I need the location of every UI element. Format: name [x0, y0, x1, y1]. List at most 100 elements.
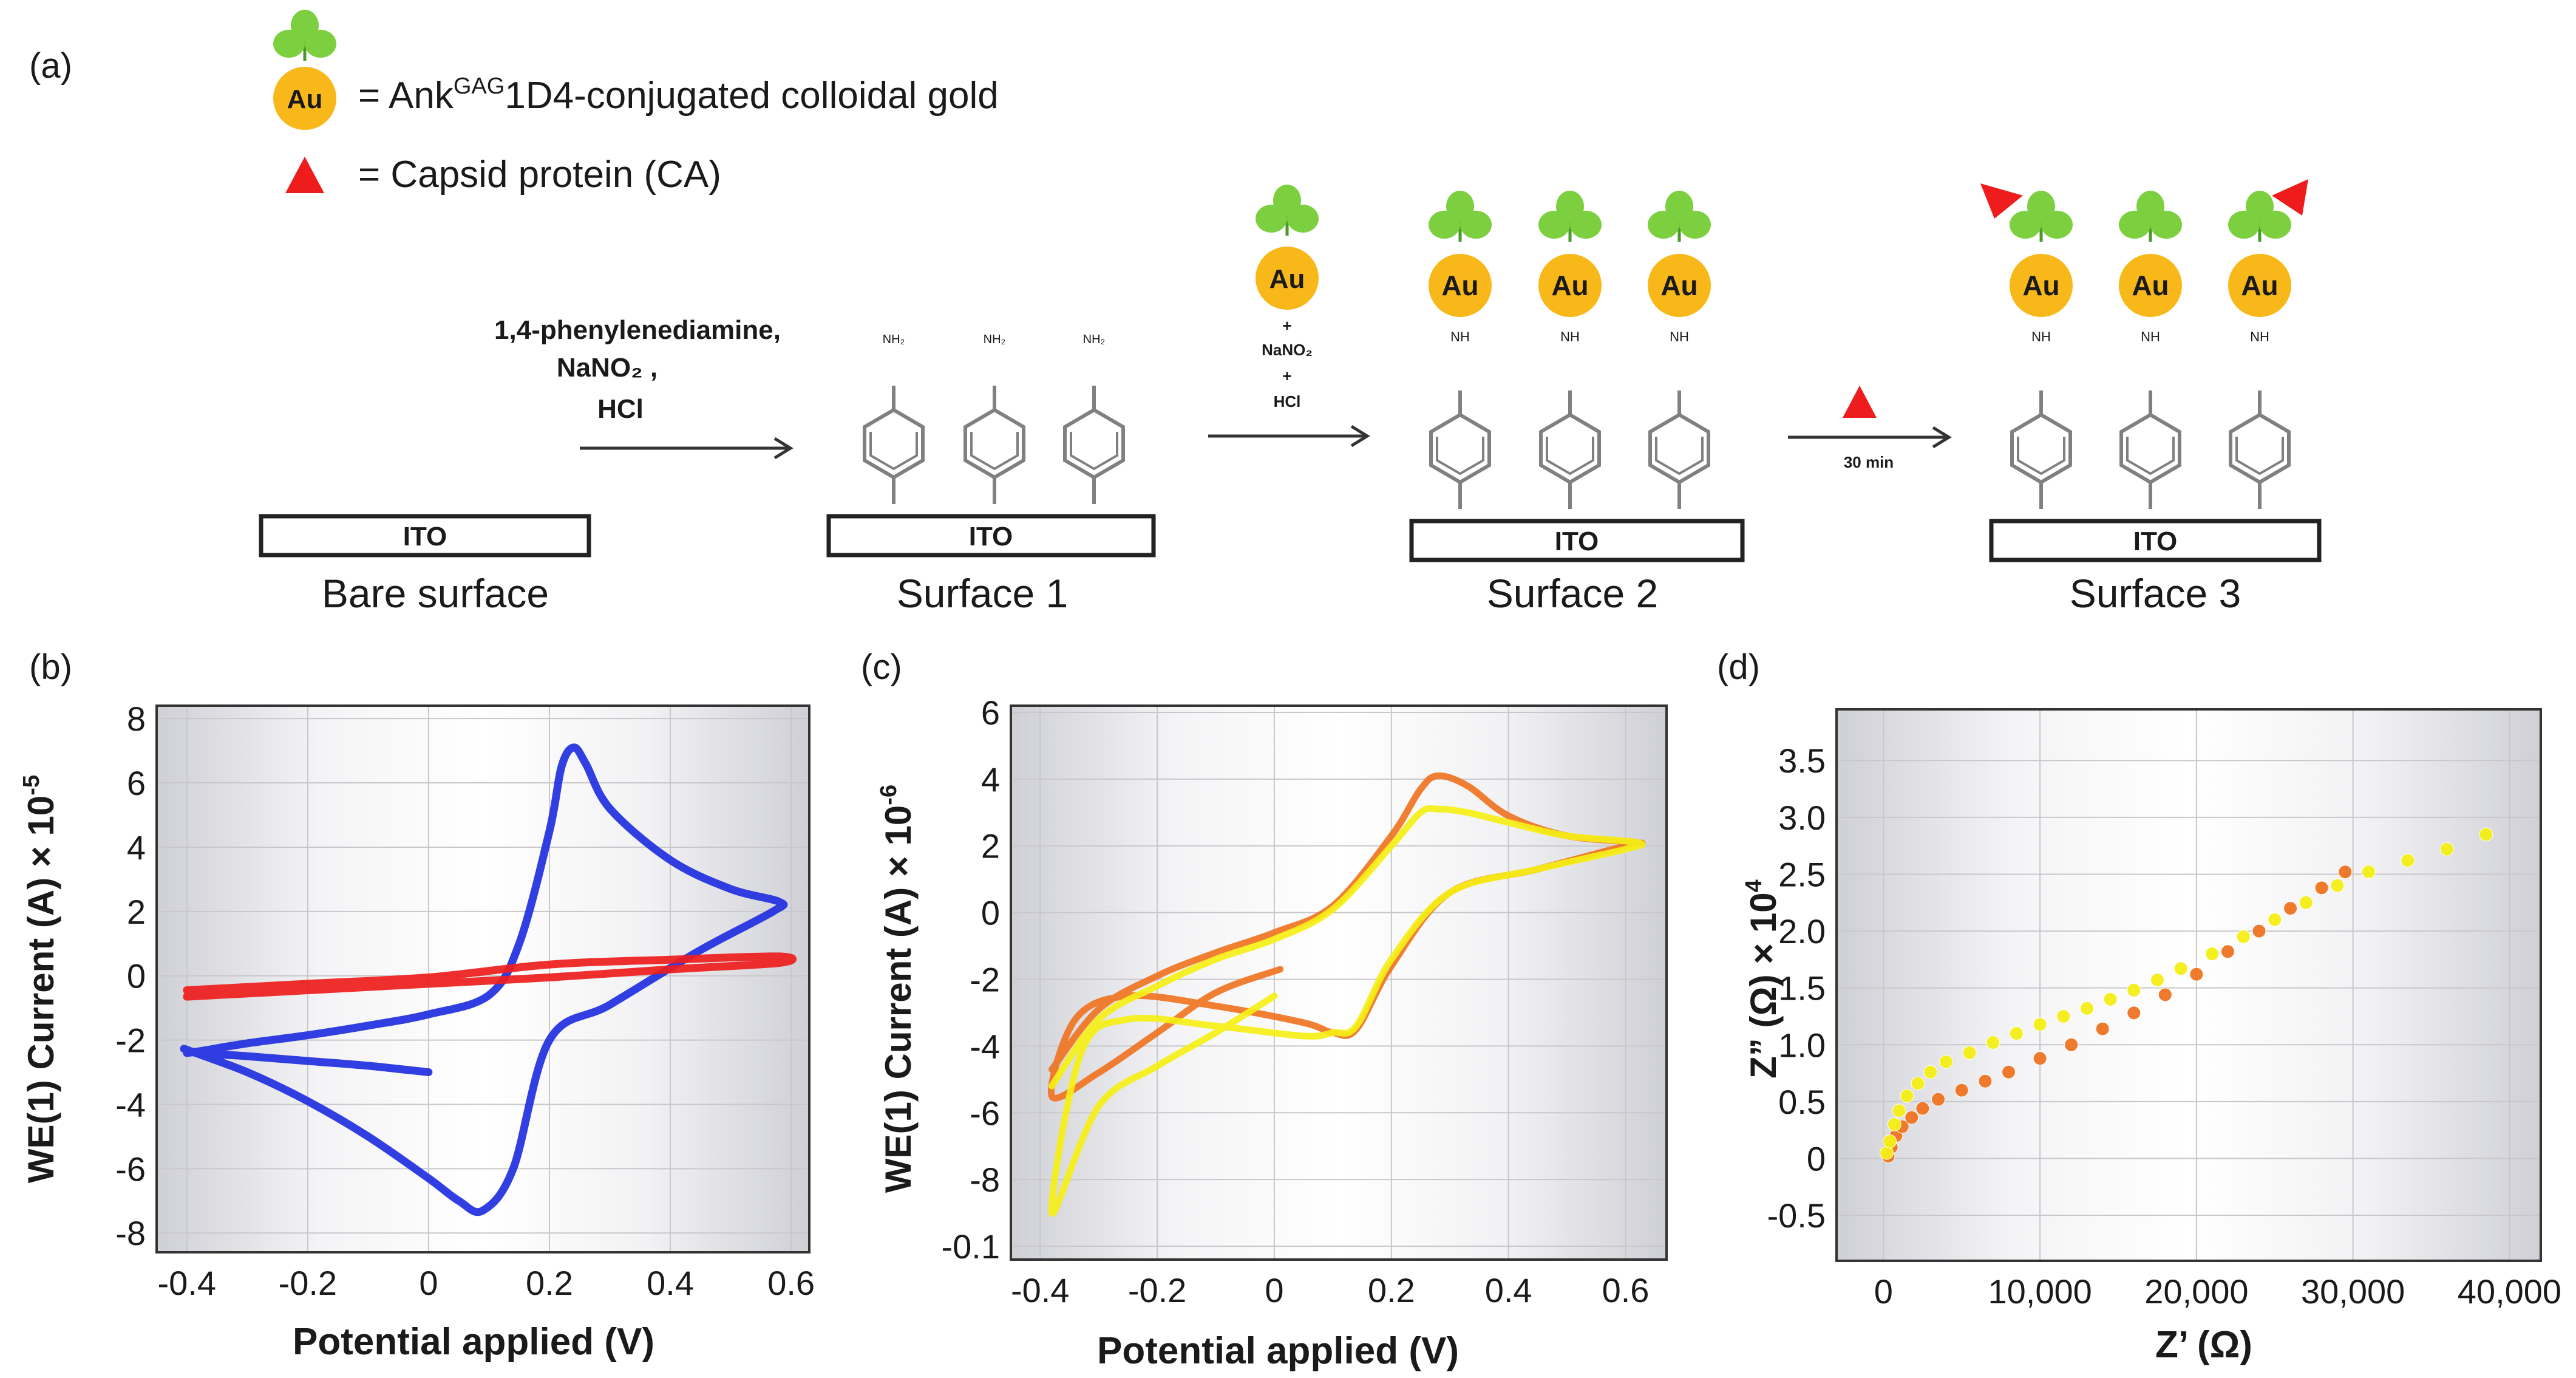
series-layer	[1879, 827, 2493, 1164]
data-point	[2268, 912, 2282, 927]
x-tick-label: 40,000	[2458, 1272, 2561, 1311]
surface-caption: Surface 2	[1487, 571, 1659, 616]
step2-au-text: Au	[1269, 264, 1305, 294]
y-tick-label: 2	[981, 827, 1000, 865]
amine-group-label: NH₂	[883, 333, 905, 346]
data-point	[2338, 865, 2353, 879]
x-tick-label: 0.4	[1485, 1271, 1532, 1309]
data-point	[1911, 1076, 1925, 1091]
y-tick-label: 6	[127, 764, 146, 802]
series-layer	[1048, 772, 1646, 1217]
grid	[1011, 706, 1667, 1260]
gold-nanoparticle-icon	[1648, 254, 1711, 317]
data-point	[2401, 853, 2415, 868]
step3-incubation: 30 min	[1788, 386, 1952, 471]
surface-2: NH NH NH Au Au Au ITO Surface 2	[1409, 191, 1745, 616]
ito-substrate	[1409, 519, 1745, 562]
x-tick-label: 30,000	[2301, 1272, 2405, 1311]
gold-nanoparticle-icon	[2119, 254, 2182, 317]
y-tick-label: 0	[981, 894, 1000, 932]
series-line	[180, 743, 788, 1216]
data-point	[1923, 1065, 1938, 1079]
step1-line2: NaNO₂ ,	[557, 353, 658, 383]
panel-c: (c) 6 4 2 0 -2 -4 -6 -8 -0.1 -0.4 -0.2 0 0.2 0.4 0.6 P…	[861, 647, 1668, 1372]
step1-arrowhead	[773, 437, 794, 460]
data-point	[2064, 1037, 2079, 1052]
au-text: Au	[1551, 270, 1588, 301]
y-tick-label: -0.1	[942, 1227, 1001, 1266]
au-text: Au	[2241, 270, 2278, 301]
y-tick-label: -4	[115, 1085, 146, 1124]
step2-reagent2: HCl	[1274, 392, 1301, 411]
amine-group-label: NH₂	[1083, 333, 1106, 346]
data-point	[1905, 1110, 1919, 1125]
x-tick-label: 10,000	[1988, 1272, 2092, 1311]
plot-frame	[155, 704, 811, 1254]
au-text: Au	[1660, 270, 1698, 301]
surface-caption: Surface 1	[897, 571, 1069, 616]
data-point	[1892, 1103, 1906, 1118]
panel-b-label: (b)	[29, 647, 72, 687]
y-tick-label: -6	[115, 1150, 146, 1188]
step1-line1: 1,4-phenylenediamine,	[494, 315, 781, 345]
x-tick-label: 0.4	[647, 1264, 694, 1302]
ito-label: ITO	[1555, 527, 1599, 556]
series-layer	[180, 743, 797, 1216]
data-point	[2127, 983, 2141, 997]
panel-a-label: (a)	[29, 46, 72, 86]
imine-group-label: NH	[1670, 329, 1689, 344]
imine-group-label: NH	[1560, 329, 1580, 344]
ito-substrate	[259, 514, 591, 558]
plot-area	[1011, 706, 1667, 1260]
phenyl-linker	[1065, 386, 1123, 504]
au-text: Au	[2132, 270, 2169, 301]
data-point	[1931, 1092, 1946, 1107]
phenyl-linker	[2231, 391, 2289, 509]
phenyl-linker	[2012, 391, 2070, 509]
x-axis-label: Potential applied (V)	[1097, 1330, 1459, 1372]
surface-caption: Bare surface	[322, 571, 549, 616]
capsid-triangle-icon	[285, 157, 324, 193]
phenyl-linker	[965, 386, 1024, 504]
y-axis-label: Z” (Ω) × 104	[1741, 879, 1784, 1079]
data-point	[2158, 987, 2172, 1002]
legend-capsid-text: = Capsid protein (CA)	[358, 154, 721, 196]
panel-c-label: (c)	[861, 647, 902, 687]
conjugate-leaves-icon	[1429, 191, 1492, 242]
data-point	[2095, 1022, 2110, 1036]
x-tick-label: 0	[419, 1264, 438, 1302]
panel-b: (b) 8 6 4 2 0 -2 -4 -6 -8 -0.4 -0.2 0 0.2 0.4 0.6 Pote…	[19, 647, 815, 1363]
data-point	[2103, 992, 2118, 1006]
x-axis-label: Z’ (Ω)	[2155, 1324, 2252, 1366]
grid	[1837, 709, 2541, 1261]
y-tick-label: 8	[127, 700, 146, 738]
y-tick-label: -0.5	[1767, 1196, 1826, 1235]
conjugate-leaves-icon	[2119, 191, 2182, 242]
step3-arrowhead	[1932, 426, 1952, 449]
ito-label: ITO	[969, 522, 1013, 551]
x-tick-label: -0.2	[279, 1264, 338, 1302]
bound-capsid-icon	[2272, 179, 2308, 216]
amine-group-label: NH₂	[984, 333, 1006, 346]
x-tick-label: 0.6	[1602, 1271, 1650, 1309]
y-tick-label: 2.5	[1778, 855, 1826, 893]
data-point	[2079, 1001, 2094, 1015]
data-point	[2283, 901, 2298, 916]
x-tick-label: -0.2	[1128, 1271, 1187, 1309]
phenyl-linker	[1431, 391, 1489, 509]
conjugate-leaves-icon	[1256, 185, 1319, 236]
data-point	[2361, 865, 2376, 879]
legend-au-text: Au	[287, 84, 323, 114]
gold-nanoparticle-icon	[2010, 254, 2073, 317]
data-point	[1887, 1117, 1901, 1131]
step2-reagents: Au + NaNO₂ + HCl	[1208, 185, 1370, 448]
gold-nanoparticle-icon	[2228, 254, 2291, 317]
data-point	[1883, 1134, 1897, 1148]
imine-group-label: NH	[1450, 329, 1470, 344]
y-tick-label: -8	[970, 1161, 1000, 1199]
data-point	[1986, 1035, 2000, 1050]
ito-label: ITO	[403, 522, 447, 551]
y-tick-label: 4	[127, 828, 146, 867]
plot-frame	[1010, 704, 1668, 1261]
